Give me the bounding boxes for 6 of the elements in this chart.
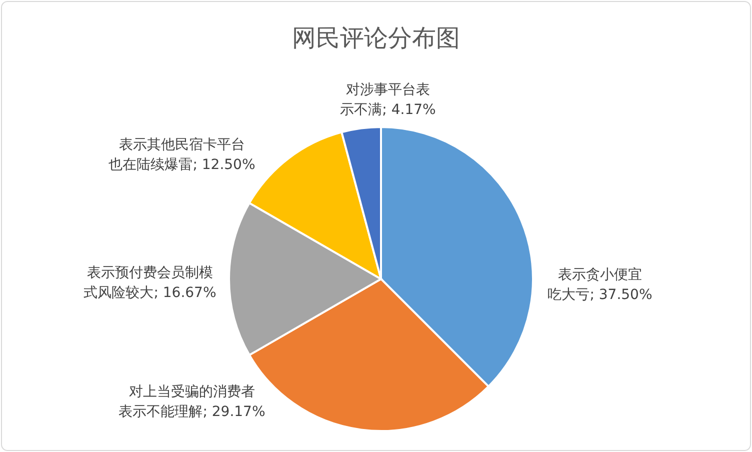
chart-title: 网民评论分布图	[291, 23, 461, 54]
data-label: ; 4.17%	[382, 102, 436, 118]
data-label: ; 29.17%	[202, 404, 266, 420]
data-label: ; 12.50%	[192, 157, 256, 173]
data-label: ; 37.50%	[590, 287, 652, 303]
data-label: ; 16.67%	[154, 285, 216, 301]
